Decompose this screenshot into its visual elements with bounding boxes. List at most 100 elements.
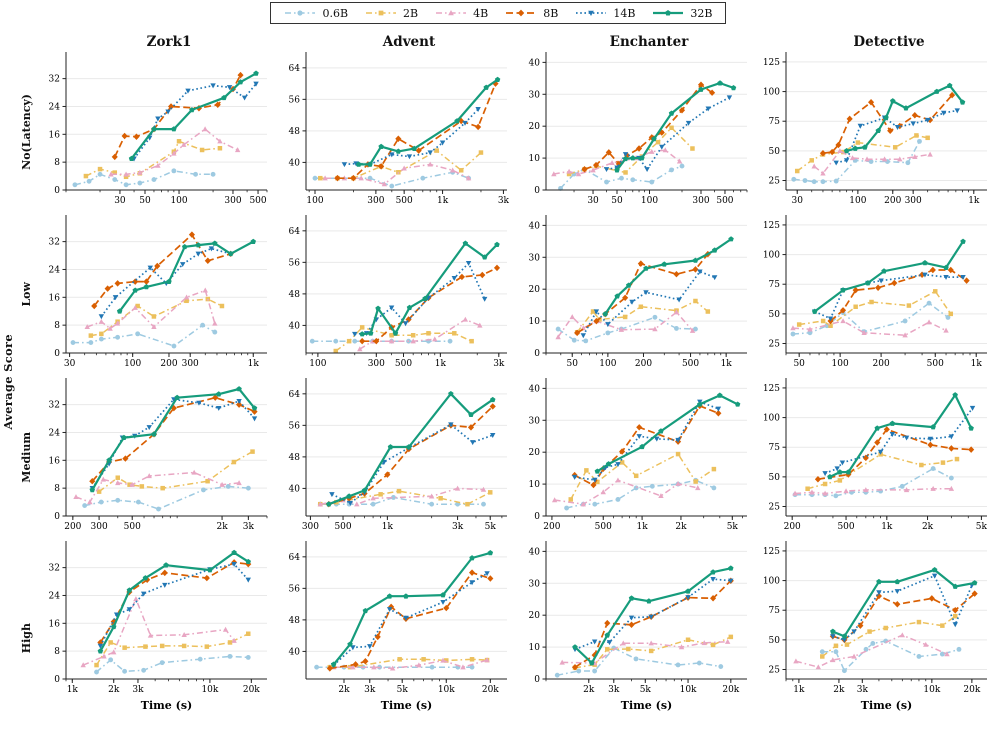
svg-text:20: 20 [529, 448, 541, 458]
svg-text:100: 100 [763, 251, 780, 261]
row-label-text: No(Latency) [19, 93, 33, 170]
series-32B [811, 238, 966, 314]
svg-text:64: 64 [289, 227, 301, 237]
svg-text:16: 16 [49, 293, 61, 303]
svg-text:25: 25 [769, 666, 781, 676]
svg-text:40: 40 [289, 484, 301, 494]
svg-text:0: 0 [534, 512, 540, 522]
svg-text:2k: 2k [833, 685, 845, 695]
series-32B [330, 550, 494, 667]
svg-text:300: 300 [368, 359, 385, 369]
svg-text:100: 100 [599, 359, 616, 369]
subplot-cell-advent-0: 40 48 56 64 100 300 500 1k 3k [276, 50, 516, 213]
svg-text:24: 24 [49, 265, 61, 275]
svg-text:125: 125 [763, 547, 780, 557]
svg-text:2k: 2k [583, 685, 595, 695]
svg-text:20: 20 [529, 122, 541, 132]
series-2B [94, 631, 251, 668]
subplot-detective-medium: 25 50 75 100 125 200 500 1k 2k 5k [763, 378, 988, 532]
svg-text:10k: 10k [201, 685, 218, 695]
svg-text:1k: 1k [968, 196, 980, 206]
legend-label: 14B [613, 6, 636, 20]
svg-text:50: 50 [769, 473, 781, 483]
series-2B [568, 451, 717, 502]
svg-text:56: 56 [289, 95, 301, 105]
subplot-cell-advent-2: 40 48 56 64 300 500 1k 3k 5k [276, 376, 516, 539]
svg-text:5k: 5k [397, 685, 409, 695]
svg-text:50: 50 [567, 359, 579, 369]
svg-text:3k: 3k [364, 685, 376, 695]
series-8B [574, 250, 711, 337]
svg-text:40: 40 [289, 158, 301, 168]
svg-text:0: 0 [54, 186, 60, 196]
series-4B [322, 161, 472, 187]
series-4B [790, 318, 949, 338]
series-14B [330, 571, 490, 668]
svg-text:500: 500 [395, 359, 412, 369]
svg-text:0: 0 [54, 349, 60, 359]
svg-text:32: 32 [49, 75, 60, 85]
legend-item-4B: 4B [434, 7, 488, 20]
svg-text:1k: 1k [382, 522, 394, 532]
series-14B [822, 405, 976, 477]
subplot-advent-no(latency): 40 48 56 64 100 300 500 1k 3k [289, 52, 510, 206]
x-axis-label: Time (s) [141, 699, 192, 712]
svg-text:25: 25 [769, 177, 781, 187]
svg-text:64: 64 [289, 390, 301, 400]
svg-text:75: 75 [769, 280, 781, 290]
svg-text:40: 40 [529, 221, 541, 231]
svg-text:56: 56 [289, 421, 301, 431]
row-label-2: Medium [16, 376, 36, 539]
series-4B [793, 632, 950, 670]
subplot-enchanter-low: 0 10 20 30 40 50 100 200 500 1k [529, 215, 747, 369]
legend-sample-4B [436, 10, 467, 16]
svg-text:48: 48 [289, 453, 301, 463]
legend-label: 8B [543, 6, 559, 20]
svg-text:0: 0 [534, 349, 540, 359]
x-axis-label: Time (s) [861, 699, 912, 712]
svg-text:100: 100 [124, 359, 141, 369]
subplot-cell-detective-3: 25 50 75 100 125 1k 2k 3k 10k 20k Time (s) [756, 539, 996, 735]
svg-text:40: 40 [529, 547, 541, 557]
svg-text:200: 200 [635, 359, 652, 369]
svg-text:50: 50 [793, 359, 805, 369]
series-4B [73, 469, 242, 505]
series-32B [128, 70, 259, 162]
svg-text:100: 100 [306, 196, 323, 206]
svg-text:20: 20 [529, 285, 541, 295]
svg-text:1k: 1k [721, 359, 733, 369]
legend-item-2B: 2B [364, 7, 418, 20]
legend-sample-0.6B [285, 10, 316, 16]
series-0.6B [82, 483, 251, 512]
svg-text:100: 100 [763, 414, 780, 424]
svg-text:125: 125 [763, 384, 780, 394]
series-4B [559, 638, 731, 666]
svg-text:500: 500 [716, 196, 733, 206]
series-4B [792, 485, 955, 496]
series-14B [131, 81, 259, 162]
series-32B [326, 390, 496, 507]
svg-text:64: 64 [289, 553, 301, 563]
svg-text:20k: 20k [722, 685, 739, 695]
svg-text:10: 10 [529, 480, 541, 490]
svg-text:3k: 3k [493, 359, 505, 369]
row-label-1: Low [16, 213, 36, 376]
subplot-cell-zork1-1: 0 8 16 24 32 30 100 200 300 1k [36, 213, 276, 376]
svg-text:40: 40 [289, 647, 301, 657]
svg-text:500: 500 [837, 522, 854, 532]
subplot-detective-high: 25 50 75 100 125 1k 2k 3k 10k 20k Time (s) [763, 541, 987, 712]
legend-sample-14B [576, 10, 607, 16]
svg-text:0: 0 [54, 512, 60, 522]
legend-item-8B: 8B [504, 7, 558, 20]
svg-text:1k: 1k [637, 522, 649, 532]
svg-text:10k: 10k [923, 685, 940, 695]
svg-text:50: 50 [769, 636, 781, 646]
svg-text:2k: 2k [922, 522, 934, 532]
series-4B [811, 148, 933, 176]
subplot-enchanter-medium: 0 10 20 30 40 200 500 1k 2k 5k [529, 378, 747, 532]
svg-text:10k: 10k [680, 685, 697, 695]
svg-text:10: 10 [529, 154, 541, 164]
svg-text:40: 40 [529, 384, 541, 394]
svg-text:125: 125 [763, 58, 780, 68]
